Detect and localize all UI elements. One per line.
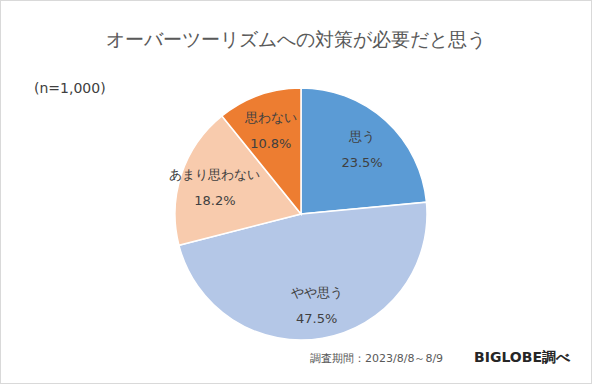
subtitle: (n=1,000) [34, 80, 106, 96]
pie [175, 88, 427, 340]
title: オーバーツーリズムへの対策が必要だと思う [106, 28, 486, 50]
annotation: 調査期間：2023/8/8～8/9 [310, 352, 443, 365]
data-labels: 思う 23.5% やや思う 47.5% あまり思わない 18.2% 思わない 10.8% [169, 110, 382, 326]
annotation: BIGLOBE調べ [474, 349, 571, 365]
pie-slice [301, 88, 426, 214]
slice-value-label: 10.8% [250, 136, 291, 151]
slice-category-label: やや思う [291, 285, 343, 300]
slice-value-label: 18.2% [194, 193, 235, 208]
chart-frame [1, 1, 592, 384]
slice-value-label: 47.5% [296, 311, 337, 326]
slice-category-label: 思う [348, 129, 375, 144]
slice-category-label: 思わない [244, 110, 297, 125]
slice-value-label: 23.5% [341, 155, 382, 170]
slice-category-label: あまり思わない [169, 167, 260, 182]
chart: オーバーツーリズムへの対策が必要だと思う (n=1,000) 思う 23.5% やや思う… [0, 0, 592, 384]
